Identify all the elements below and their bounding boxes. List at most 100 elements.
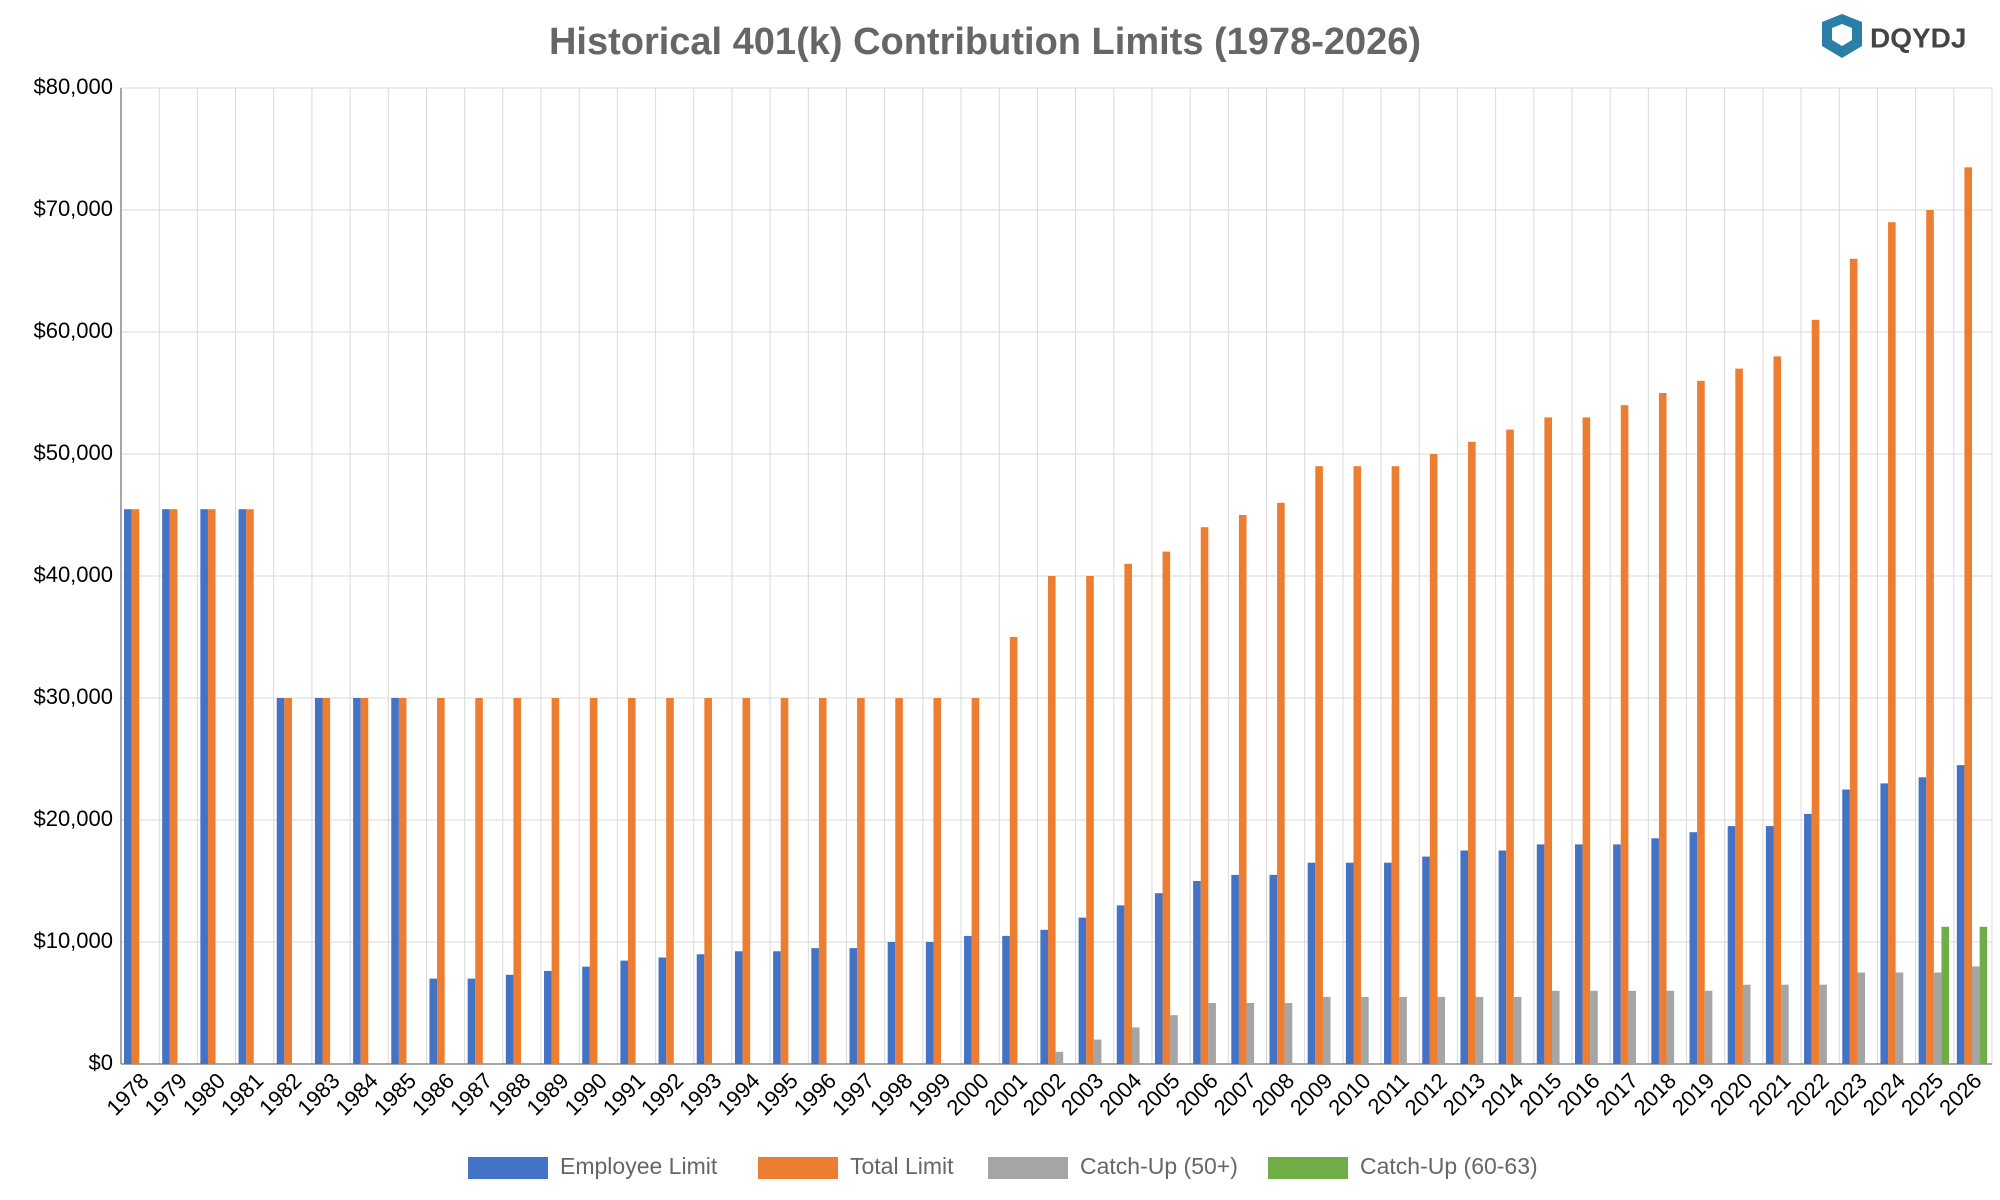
x-tick-label: 1986	[407, 1068, 459, 1120]
x-tick-label: 2006	[1171, 1068, 1223, 1120]
bar	[1819, 984, 1827, 1064]
bar	[1918, 777, 1927, 1064]
bar	[971, 698, 980, 1064]
bar	[582, 966, 590, 1064]
y-tick-label: $30,000	[33, 684, 113, 709]
bar	[895, 698, 903, 1064]
bar	[1697, 380, 1705, 1064]
legend-swatch	[1268, 1157, 1348, 1179]
bar	[1322, 996, 1331, 1064]
bar	[1536, 844, 1545, 1064]
bar	[1933, 972, 1942, 1064]
bar	[1506, 429, 1514, 1065]
x-tick-label: 2023	[1820, 1068, 1872, 1120]
legend-swatch	[758, 1157, 838, 1179]
bar	[1964, 167, 1973, 1065]
bar	[1765, 826, 1774, 1064]
bar	[551, 698, 560, 1064]
x-tick-label: 2001	[980, 1068, 1032, 1120]
x-tick-label: 1983	[292, 1068, 344, 1120]
bar	[513, 698, 522, 1064]
bar	[246, 509, 254, 1065]
bar	[1391, 466, 1400, 1064]
x-tick-label: 1991	[598, 1068, 650, 1120]
bar	[1208, 1003, 1216, 1064]
x-tick-label: 2003	[1056, 1068, 1108, 1120]
x-tick-label: 2000	[941, 1068, 993, 1120]
logo-icon-inner	[1832, 24, 1852, 46]
x-tick-label: 1996	[789, 1068, 841, 1120]
x-tick-label: 2019	[1667, 1068, 1719, 1120]
bar	[1666, 990, 1675, 1064]
bar	[696, 954, 705, 1064]
bar	[666, 698, 674, 1064]
x-tick-label: 1980	[178, 1068, 230, 1120]
x-tick-label: 2024	[1858, 1068, 1910, 1120]
bar	[1704, 990, 1713, 1064]
bar	[1582, 417, 1591, 1064]
bar	[1658, 393, 1667, 1064]
y-tick-label: $10,000	[33, 928, 113, 953]
x-tick-label: 1997	[827, 1068, 879, 1120]
x-tick-label: 2018	[1629, 1068, 1681, 1120]
bar	[398, 698, 407, 1064]
bar	[1086, 576, 1094, 1064]
y-tick-label: $60,000	[33, 318, 113, 343]
x-tick-label: 2014	[1476, 1068, 1528, 1120]
x-tick-label: 1982	[254, 1068, 306, 1120]
legend-label: Catch-Up (60-63)	[1360, 1153, 1538, 1179]
legend-swatch	[988, 1157, 1068, 1179]
x-tick-label: 2011	[1363, 1068, 1414, 1119]
x-tick-label: 2015	[1514, 1068, 1566, 1120]
legend-label: Total Limit	[850, 1153, 954, 1179]
bar	[818, 698, 827, 1064]
bar	[1154, 893, 1163, 1064]
bar	[124, 509, 132, 1065]
x-tick-label: 2021	[1743, 1068, 1795, 1120]
x-tick-label: 2008	[1247, 1068, 1299, 1120]
x-tick-label: 1995	[751, 1068, 803, 1120]
bar	[1773, 356, 1782, 1064]
bar	[1895, 972, 1904, 1064]
bar	[1277, 502, 1285, 1064]
bar	[1742, 984, 1751, 1064]
y-tick-label: $50,000	[33, 440, 113, 465]
x-tick-label: 1998	[865, 1068, 917, 1120]
logo-text: DQYDJ	[1870, 22, 1966, 53]
bar	[1162, 551, 1171, 1064]
bar	[1200, 527, 1209, 1064]
bar	[1926, 210, 1934, 1064]
bar	[1093, 1039, 1102, 1064]
bar	[1284, 1003, 1293, 1064]
legend-label: Employee Limit	[560, 1153, 718, 1179]
bar	[704, 698, 712, 1064]
bar	[1361, 996, 1369, 1064]
x-tick-label: 1992	[636, 1068, 688, 1120]
bar	[169, 509, 178, 1065]
bar	[658, 957, 667, 1064]
bar	[1399, 996, 1407, 1064]
x-tick-label: 2004	[1094, 1068, 1146, 1120]
bar	[1009, 637, 1018, 1064]
bar	[1956, 765, 1965, 1064]
bar	[1842, 789, 1850, 1064]
bar	[467, 978, 476, 1064]
x-tick-label: 1979	[140, 1068, 192, 1120]
bar	[505, 974, 514, 1064]
bar	[1651, 838, 1659, 1064]
bar	[1269, 874, 1278, 1064]
x-tick-label: 1984	[331, 1068, 383, 1120]
bar	[437, 698, 445, 1064]
bar	[475, 698, 483, 1064]
bar	[1544, 417, 1552, 1064]
bar	[284, 698, 292, 1064]
bar	[1620, 405, 1629, 1064]
x-tick-label: 1987	[445, 1068, 497, 1120]
bar	[589, 698, 598, 1064]
bar	[1429, 454, 1438, 1064]
bar	[314, 698, 323, 1064]
bar	[1002, 935, 1010, 1064]
bar	[1979, 926, 1988, 1064]
bar	[620, 960, 628, 1064]
